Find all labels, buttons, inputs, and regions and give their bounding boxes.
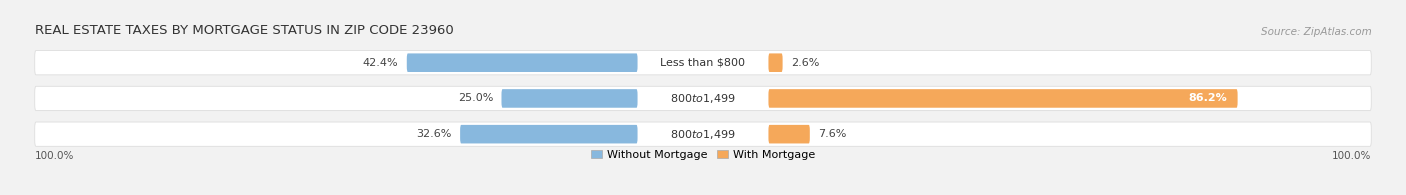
- Text: 32.6%: 32.6%: [416, 129, 451, 139]
- Text: $800 to $1,499: $800 to $1,499: [671, 92, 735, 105]
- Legend: Without Mortgage, With Mortgage: Without Mortgage, With Mortgage: [591, 150, 815, 160]
- Text: 86.2%: 86.2%: [1188, 93, 1227, 103]
- FancyBboxPatch shape: [502, 89, 637, 108]
- Text: 2.6%: 2.6%: [790, 58, 820, 68]
- Text: 100.0%: 100.0%: [1331, 151, 1371, 161]
- Text: REAL ESTATE TAXES BY MORTGAGE STATUS IN ZIP CODE 23960: REAL ESTATE TAXES BY MORTGAGE STATUS IN …: [35, 24, 454, 37]
- Text: Less than $800: Less than $800: [661, 58, 745, 68]
- FancyBboxPatch shape: [35, 122, 1371, 146]
- FancyBboxPatch shape: [406, 53, 637, 72]
- Text: Source: ZipAtlas.com: Source: ZipAtlas.com: [1261, 27, 1371, 37]
- FancyBboxPatch shape: [769, 125, 810, 144]
- FancyBboxPatch shape: [35, 51, 1371, 75]
- Text: $800 to $1,499: $800 to $1,499: [671, 128, 735, 141]
- FancyBboxPatch shape: [35, 86, 1371, 111]
- FancyBboxPatch shape: [769, 89, 1237, 108]
- Text: 100.0%: 100.0%: [35, 151, 75, 161]
- Text: 7.6%: 7.6%: [818, 129, 846, 139]
- Text: 42.4%: 42.4%: [363, 58, 398, 68]
- FancyBboxPatch shape: [460, 125, 637, 144]
- Text: 25.0%: 25.0%: [458, 93, 494, 103]
- FancyBboxPatch shape: [769, 53, 783, 72]
